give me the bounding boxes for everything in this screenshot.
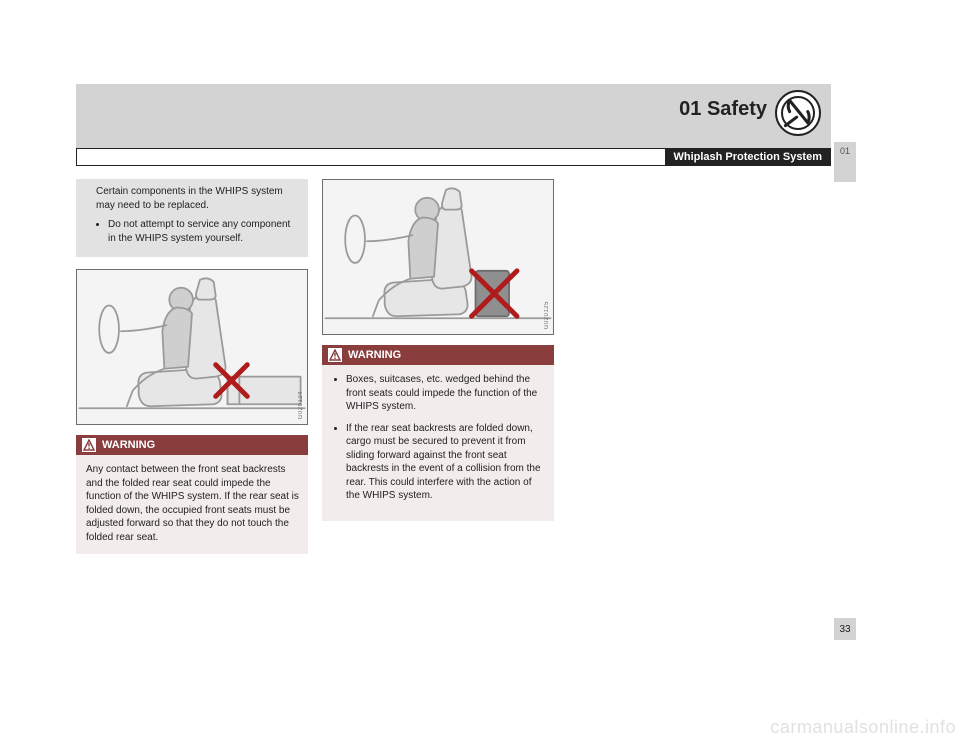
chapter-header-band: 01 Safety bbox=[76, 84, 831, 152]
warning-box-1: WARNING Any contact between the front se… bbox=[76, 435, 308, 554]
section-title: Whiplash Protection System bbox=[665, 149, 830, 165]
warning-triangle-icon bbox=[328, 348, 342, 362]
warning-header: WARNING bbox=[322, 345, 554, 365]
illustration-id: G020124 bbox=[298, 391, 304, 419]
seatbelt-icon bbox=[775, 90, 821, 136]
illustration-id: G020125 bbox=[544, 301, 550, 329]
illustration-seat-cargo-behind: G020125 bbox=[322, 179, 554, 335]
warning-body-text: Any contact between the front seat backr… bbox=[76, 455, 308, 554]
warning-bullet: Boxes, suitcases, etc. wedged behind the… bbox=[346, 373, 546, 414]
column-2: G020125 WARNING Boxes, suitcases, etc. w… bbox=[322, 179, 554, 521]
note-continuation-text: Certain components in the WHIPS system m… bbox=[96, 185, 300, 212]
watermark-text: carmanualsonline.info bbox=[770, 717, 956, 738]
section-bar: Whiplash Protection System bbox=[76, 148, 831, 166]
warning-body-list: Boxes, suitcases, etc. wedged behind the… bbox=[322, 365, 554, 521]
warning-header: WARNING bbox=[76, 435, 308, 455]
warning-box-2: WARNING Boxes, suitcases, etc. wedged be… bbox=[322, 345, 554, 521]
note-bullet: Do not attempt to service any component … bbox=[108, 218, 300, 245]
warning-bullet: If the rear seat backrests are folded do… bbox=[346, 422, 546, 503]
manual-page: 01 Safety Whiplash Protection System 01 … bbox=[76, 84, 868, 644]
chapter-title: 01 Safety bbox=[679, 98, 767, 121]
warning-label: WARNING bbox=[102, 439, 155, 451]
column-1: Certain components in the WHIPS system m… bbox=[76, 179, 308, 554]
note-continuation-box: Certain components in the WHIPS system m… bbox=[76, 179, 308, 257]
page-number: 33 bbox=[834, 618, 856, 640]
warning-triangle-icon bbox=[82, 438, 96, 452]
warning-label: WARNING bbox=[348, 349, 401, 361]
illustration-seat-rear-contact: G020124 bbox=[76, 269, 308, 425]
thumb-tab: 01 bbox=[834, 142, 856, 182]
